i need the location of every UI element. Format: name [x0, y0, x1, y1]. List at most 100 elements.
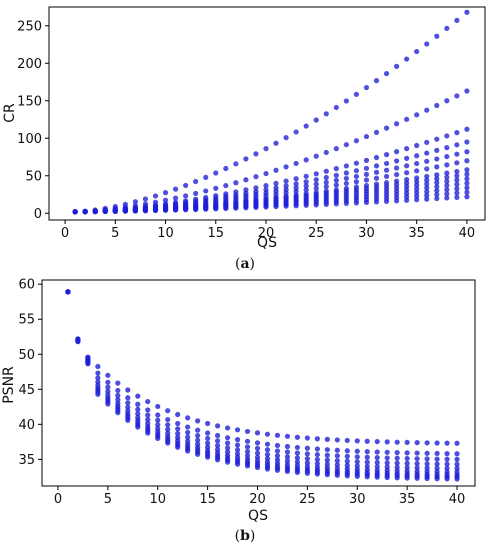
data-point [284, 454, 291, 460]
data-point [304, 451, 310, 457]
data-point [183, 182, 189, 189]
data-point [414, 179, 420, 185]
data-point [203, 194, 209, 201]
data-point [145, 412, 151, 418]
data-point [333, 177, 339, 183]
data-point [224, 425, 231, 431]
plot-frame-a [48, 6, 486, 221]
y-tick-label: 50 [18, 348, 35, 363]
data-point [373, 78, 380, 84]
data-point [424, 166, 430, 172]
data-point [444, 187, 450, 193]
data-point [264, 441, 271, 447]
data-point [105, 379, 111, 385]
data-point [343, 185, 349, 192]
data-point [464, 149, 470, 155]
data-point [434, 440, 440, 446]
data-point [253, 174, 259, 180]
data-point [454, 440, 460, 446]
data-point [434, 164, 440, 170]
data-point [353, 138, 360, 144]
data-point [344, 453, 350, 459]
data-point [404, 455, 410, 462]
data-point [464, 139, 470, 145]
data-point [334, 458, 340, 464]
data-point [414, 175, 420, 181]
data-point [354, 454, 360, 460]
data-point [414, 475, 420, 481]
data-point [333, 104, 339, 111]
data-point [373, 163, 380, 169]
data-point [65, 289, 71, 295]
x-ticks-a: 0 5 10 15 20 25 30 35 40 [61, 220, 475, 241]
data-point [323, 111, 329, 117]
data-point [82, 208, 88, 214]
data-point [383, 167, 390, 173]
data-point [384, 460, 390, 466]
data-point [424, 158, 430, 164]
data-point [333, 146, 339, 152]
data-point [434, 456, 440, 462]
data-point [105, 384, 111, 390]
data-point [363, 183, 370, 189]
data-point [185, 448, 191, 454]
data-point [274, 442, 281, 449]
data-point [185, 434, 191, 440]
data-point [374, 474, 380, 480]
data-point [334, 437, 340, 443]
data-point [444, 145, 450, 151]
data-point [404, 56, 410, 62]
data-point [193, 190, 199, 197]
data-point [175, 426, 181, 432]
data-point [125, 395, 131, 401]
y-tick-label: 40 [18, 418, 35, 433]
y-tick-label: 200 [17, 57, 42, 72]
data-point [404, 116, 410, 122]
data-point [363, 165, 370, 171]
data-point [195, 418, 201, 424]
x-tick-label: 10 [149, 492, 166, 507]
data-point [213, 185, 219, 191]
data-point [364, 459, 370, 465]
data-point [283, 178, 289, 184]
data-point [185, 415, 191, 421]
chart-panel-b: 0 5 10 15 20 25 30 35 40 35 40 45 50 55 60 QS PSNR (b… [1, 278, 476, 544]
data-point [195, 427, 201, 433]
data-point [195, 451, 201, 457]
y-tick-label: 55 [18, 313, 35, 328]
data-point [414, 160, 420, 167]
data-point [394, 450, 400, 456]
data-point [414, 168, 420, 174]
data-point [314, 436, 320, 442]
data-point [273, 180, 279, 187]
data-point [333, 166, 339, 172]
data-point [424, 41, 430, 47]
data-point [363, 84, 370, 91]
data-point [243, 177, 249, 183]
data-point [234, 427, 241, 433]
data-point [414, 456, 420, 462]
data-point [303, 191, 309, 197]
data-point [364, 474, 370, 480]
data-point [354, 473, 360, 479]
data-point [195, 437, 201, 443]
data-point [323, 168, 329, 174]
data-point [434, 184, 440, 190]
data-point [424, 450, 430, 456]
data-point [293, 129, 299, 135]
data-point [393, 171, 400, 178]
data-point [284, 443, 291, 450]
x-tick-label: 20 [258, 226, 275, 241]
data-point [304, 470, 310, 476]
data-point [424, 107, 430, 113]
data-point [454, 93, 460, 99]
data-point [95, 375, 101, 381]
data-point [314, 456, 320, 463]
data-point [424, 196, 430, 202]
data-point [393, 178, 400, 184]
data-point [464, 9, 470, 15]
data-point [464, 158, 470, 164]
data-point [434, 176, 440, 182]
data-point [294, 469, 301, 475]
